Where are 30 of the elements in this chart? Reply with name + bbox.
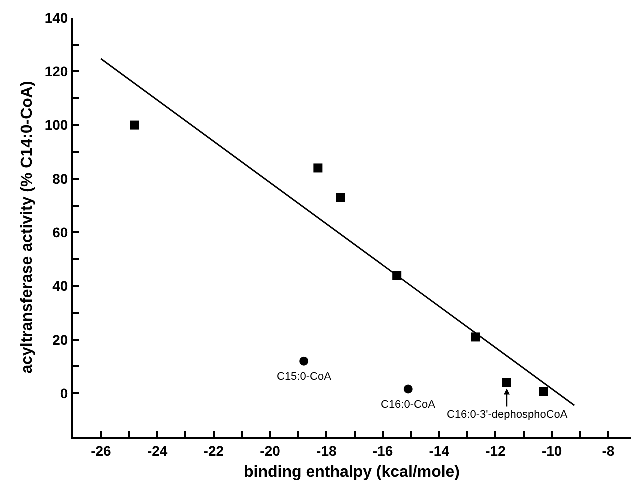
annotation: C16:0-3'-dephosphoCoA xyxy=(447,409,568,421)
y-tick-label: 40 xyxy=(52,278,68,294)
x-tick-label: -24 xyxy=(147,442,168,459)
point xyxy=(502,378,512,388)
y-axis-title: acyltransferase activity (% C14:0-CoA) xyxy=(19,81,36,374)
y-tick-label: 20 xyxy=(52,332,68,348)
x-axis-title: binding enthalpy (kcal/mole) xyxy=(244,464,460,481)
point xyxy=(130,120,140,130)
y-tick-label: 0 xyxy=(60,385,68,402)
x-tick-label: -12 xyxy=(486,442,506,459)
y-tick-label: 80 xyxy=(52,170,68,187)
annotation: C16:0-CoA xyxy=(381,399,436,411)
x-tick-label: -26 xyxy=(91,442,112,459)
point xyxy=(336,193,346,202)
y-tick-label: 100 xyxy=(44,117,68,134)
point xyxy=(300,356,309,366)
annotation: C15:0-CoA xyxy=(277,371,332,383)
point xyxy=(404,384,413,394)
x-tick-label: -18 xyxy=(316,442,337,459)
x-tick-label: -16 xyxy=(372,442,394,459)
point xyxy=(539,387,548,396)
x-tick-label: -8 xyxy=(602,442,615,459)
x-tick-label: -14 xyxy=(429,442,450,459)
x-tick-label: -22 xyxy=(204,442,224,459)
x-tick-label: -20 xyxy=(260,442,281,459)
y-tick-label: 60 xyxy=(52,224,68,240)
y-tick-label: 120 xyxy=(44,64,68,80)
x-tick-label: -10 xyxy=(542,442,562,459)
point xyxy=(314,164,323,173)
y-tick-label: 140 xyxy=(44,10,68,26)
